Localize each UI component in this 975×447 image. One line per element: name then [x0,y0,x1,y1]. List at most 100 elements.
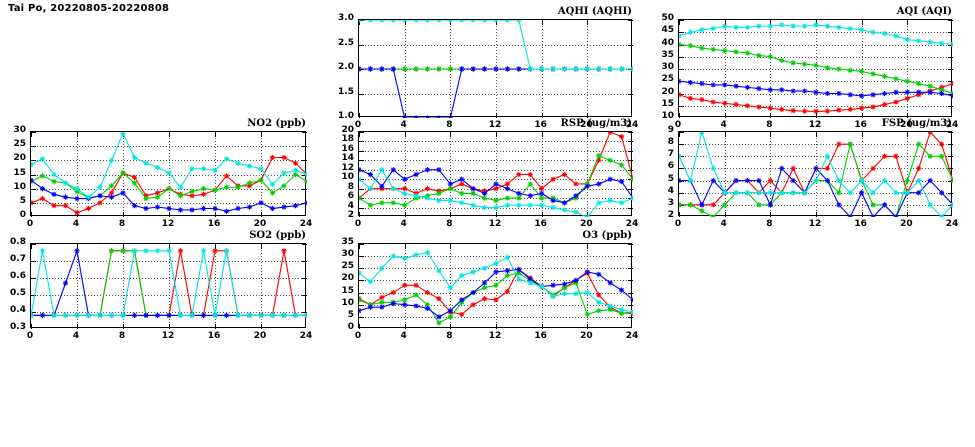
y-tick-label: 20 [341,125,354,135]
y-tick-label: 50 [661,13,674,23]
chart-panel-aqi: AQI (AQI) 10 15 20 25 30 35 40 45 50 0 4 8 12 16 20 24 [648,6,958,134]
x-tick-label: 20 [253,219,267,229]
x-tick-label: 4 [72,219,80,229]
x-tick-label: 8 [766,120,773,130]
series-markers-cyan [359,249,633,315]
x-tick-label: 20 [580,219,593,229]
y-tick-label: 30 [13,125,26,135]
y-tick-label: 0.8 [10,237,26,247]
x-tick-label: 8 [118,219,126,229]
x-tick-label: 20 [580,331,593,341]
chart-title-rsp: RSP (ug/m3) [560,118,632,129]
x-tick-label: 8 [446,120,453,130]
x-tick-label: 8 [118,331,126,341]
x-tick-label: 16 [534,120,547,130]
x-tick-label: 12 [808,219,822,229]
y-tick-label: 5 [347,309,354,320]
y-tick-label: 8 [347,181,354,192]
series-markers-red [359,132,633,201]
x-tick-label: 16 [854,219,867,229]
x-tick-label: 0 [26,331,34,341]
x-tick-label: 12 [488,120,502,130]
y-tick-label: 9 [667,125,674,135]
series-line-blue [359,268,633,318]
chart-title-so2: SO2 (ppb) [249,230,306,241]
series-markers-cyan [31,248,307,318]
chart-panel-o3: O3 (ppb) 0 5 10 15 20 25 30 35 0 4 8 12 16 20 24 [328,230,638,345]
x-tick-label: 24 [299,219,313,229]
plot-area-no2 [30,131,307,217]
y-tick-label: 35 [341,237,354,247]
x-tick-label: 12 [488,331,502,341]
x-tick-label: 12 [488,219,502,229]
x-tick-label: 12 [161,219,175,229]
x-tick-label: 8 [446,331,453,341]
y-tick-label: 25 [13,139,26,150]
x-tick-label: 24 [945,219,959,229]
x-tick-label: 24 [625,120,639,130]
series-markers-cyan [359,167,633,217]
x-tick-label: 16 [534,331,547,341]
x-tick-label: 4 [720,219,727,229]
y-tick-label: 18 [341,134,354,145]
x-tick-label: 0 [674,219,682,229]
plot-area-fsp [678,131,953,217]
chart-panel-rsp: RSP (ug/m3) 2 4 6 8 10 12 14 16 18 20 0 4 8 12 16 20 24 [328,118,638,233]
y-tick-label: 45 [661,25,674,36]
y-tick-label: 4 [667,185,674,196]
y-tick-label: 8 [667,137,674,148]
y-tick-label: 15 [341,285,354,296]
x-tick-label: 16 [207,331,221,341]
x-tick-label: 12 [161,331,175,341]
y-tick-label: 20 [13,153,26,164]
y-tick-label: 5 [667,173,674,184]
y-tick-label: 25 [341,261,354,272]
series-markers-cyan [679,132,953,217]
x-tick-label: 4 [720,120,727,130]
y-tick-label: 10 [341,297,354,308]
x-tick-label: 0 [354,219,362,229]
x-tick-label: 8 [446,219,453,229]
y-tick-label: 0.4 [10,305,26,315]
chart-panel-aqhi: AQHI (AQHI) 1.0 1.5 2.0 2.5 3.0 0 4 8 12 16 20 24 [328,6,638,134]
series-markers-cyan [31,132,307,200]
chart-panel-fsp: FSP (ug/m3) 2 3 4 5 6 7 8 9 0 4 8 12 16 20 24 [648,118,959,233]
x-tick-label: 8 [766,219,773,229]
x-tick-label: 4 [400,120,407,130]
y-tick-label: 16 [341,143,354,154]
x-tick-label: 20 [900,219,913,229]
chart-panel-no2: NO2 (ppb) 0 5 10 15 20 25 30 0 4 8 12 16 20 24 [0,118,312,233]
y-tick-label: 0 [19,210,26,220]
x-tick-label: 0 [354,331,362,341]
x-tick-label: 20 [900,120,913,130]
y-tick-label: 35 [661,49,674,60]
y-tick-label: 0.7 [10,254,26,264]
y-tick-label: 0.3 [10,322,26,332]
x-tick-label: 16 [854,120,867,130]
x-tick-label: 20 [253,331,267,341]
chart-title-fsp: FSP (ug/m3) [881,118,952,129]
series-markers-cyan [359,20,633,72]
plot-area-rsp [358,131,633,217]
x-tick-label: 24 [625,219,639,229]
y-tick-label: 2.0 [338,62,354,72]
y-tick-label: 20 [341,273,354,284]
y-tick-label: 30 [661,62,674,72]
x-tick-label: 12 [808,120,822,130]
y-tick-label: 15 [661,98,674,109]
x-tick-label: 24 [625,331,639,341]
plot-area-o3 [358,243,633,329]
y-tick-label: 10 [661,111,674,121]
y-tick-label: 3.0 [338,13,354,23]
chart-panel-so2: SO2 (ppb) 0.3 0.4 0.5 0.6 0.7 0.8 0 4 8 12 16 20 24 [0,230,312,345]
chart-title-o3: O3 (ppb) [582,230,632,241]
x-tick-label: 24 [945,120,959,130]
y-tick-label: 30 [341,249,354,260]
y-tick-label: 0 [347,322,354,332]
y-tick-label: 1.0 [338,111,354,121]
x-tick-label: 4 [400,219,407,229]
x-tick-label: 4 [72,331,80,341]
y-tick-label: 5 [19,195,26,206]
y-tick-label: 4 [347,200,354,211]
x-tick-label: 24 [299,331,313,341]
